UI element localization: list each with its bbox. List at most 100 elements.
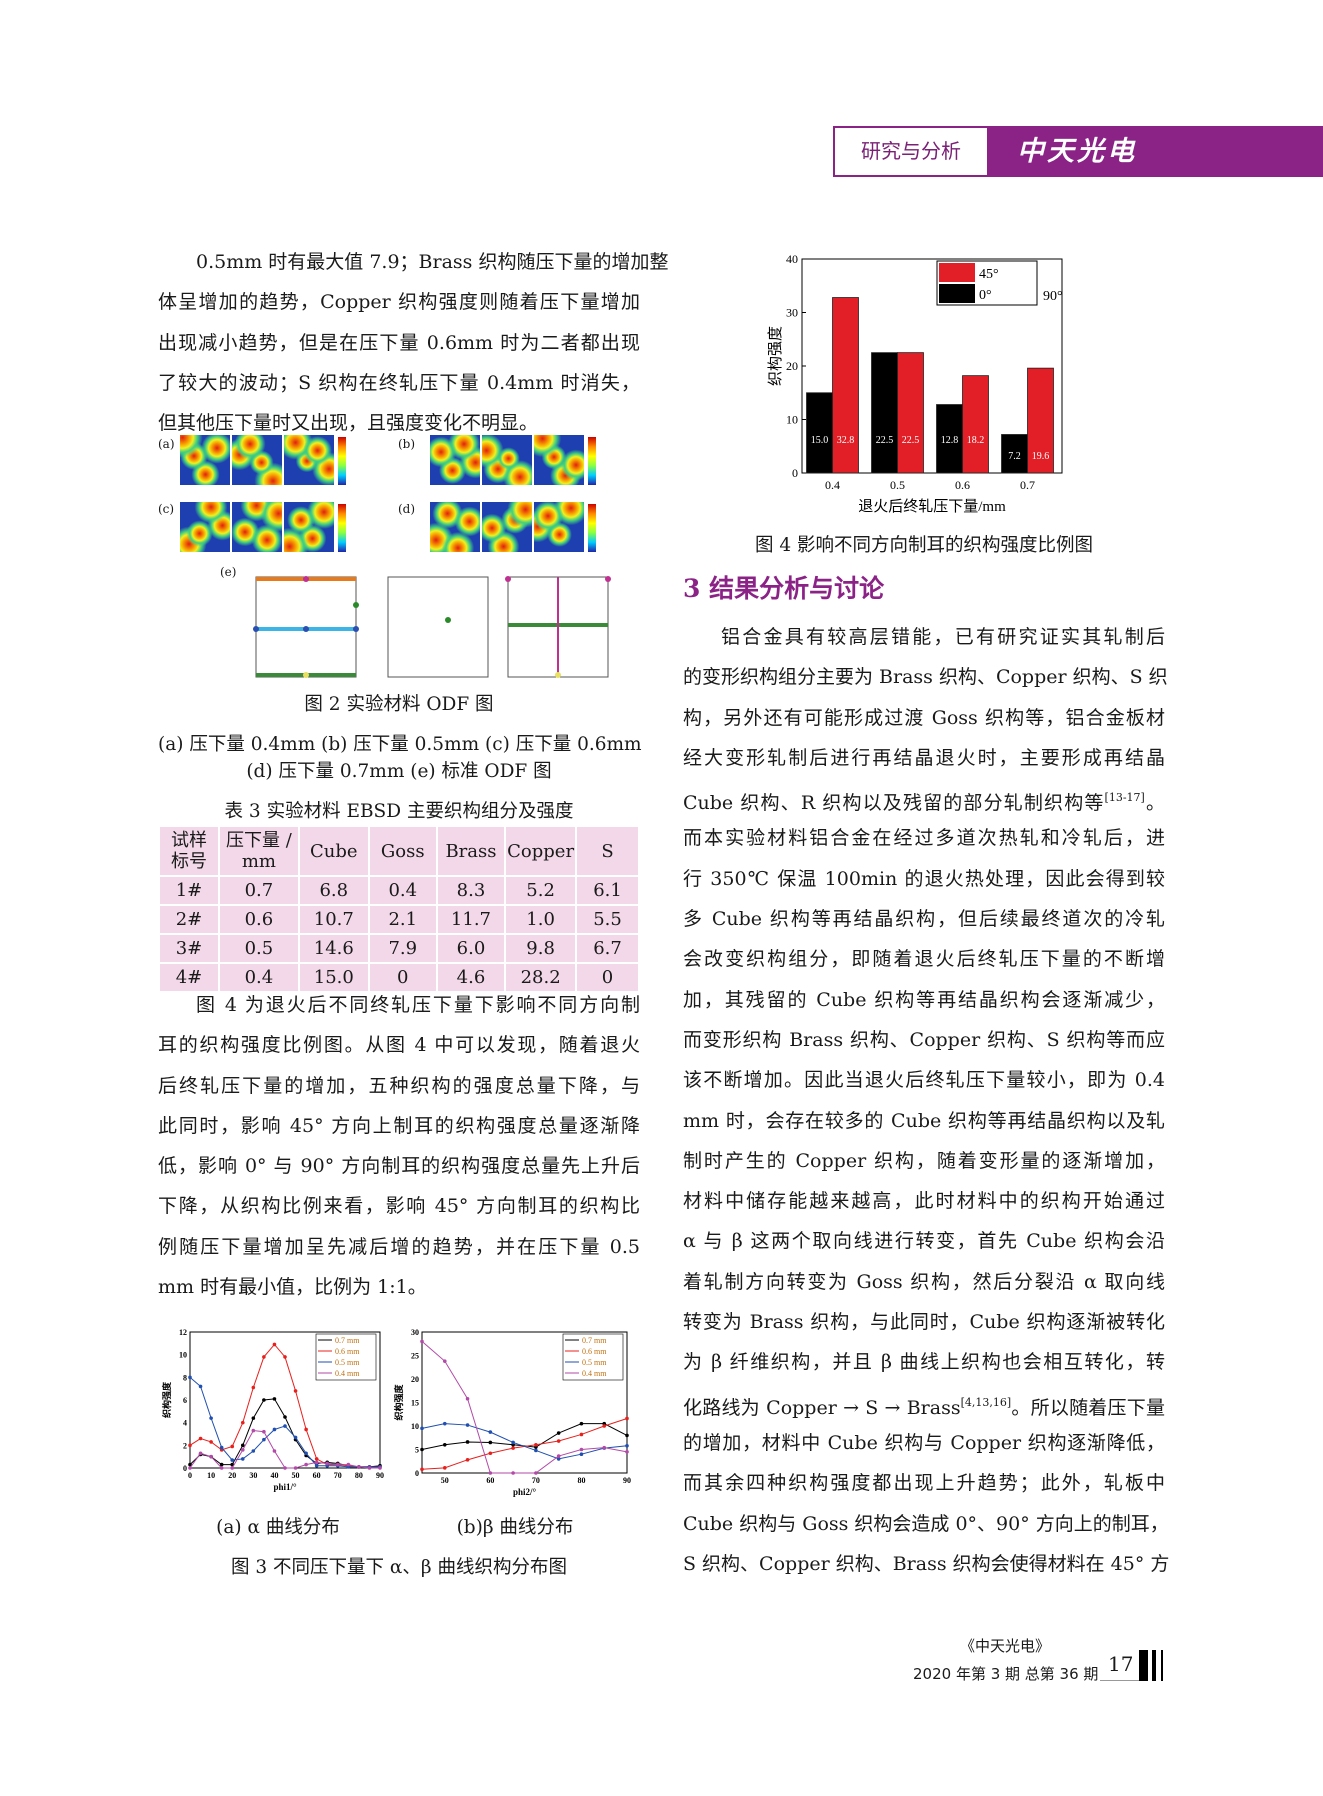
legend-swatch-0 — [939, 284, 975, 303]
legend-label-90: 90° — [1043, 289, 1063, 304]
data-point — [534, 1448, 538, 1453]
data-point — [188, 1375, 192, 1380]
colorbar — [588, 504, 596, 552]
citation: [13-17] — [1104, 791, 1145, 805]
column-header: 试样 标号 — [158, 825, 220, 877]
line-text: 的增加，材料中 Cube 织构与 Copper 织构逐渐降低， — [683, 1431, 1165, 1454]
table-cell: 14.6 — [297, 933, 370, 964]
table-cell: 6.7 — [575, 933, 640, 964]
x-tick-label: 0 — [188, 1471, 192, 1480]
odf-section-image — [430, 502, 480, 552]
series-line — [189, 1398, 381, 1468]
y-tick-label: 10 — [786, 413, 798, 427]
text-line: 的增加，材料中 Cube 织构与 Copper 织构逐渐降低， — [683, 1423, 1165, 1463]
data-point — [251, 1449, 256, 1453]
line-text: 该不断增加。因此当退火后终轧压下量较小，即为 0.4 — [683, 1069, 1165, 1092]
footer-bar-decoration — [1152, 1650, 1156, 1681]
line-text: 材料中储存能越来越高，此时材料中的织构开始通过 — [683, 1190, 1165, 1213]
y-axis-label: 织构强度 — [393, 1384, 404, 1421]
bar-45deg — [962, 375, 989, 474]
fig2-subcaption-1: (a) 压下量 0.4mm (b) 压下量 0.5mm (c) 压下量 0.6m… — [158, 734, 642, 755]
bar-data-label: 32.8 — [837, 435, 855, 446]
line-text: 耳的织构强度比例图。从图 4 中可以发现，随着退火 — [158, 1034, 640, 1057]
footer-bar-decoration — [1161, 1650, 1163, 1681]
line-text: 为 β 纤维织构，并且 β 曲线上织构也会相互转化，转 — [683, 1351, 1165, 1374]
data-point — [251, 1385, 256, 1390]
table-cell: 11.7 — [435, 904, 507, 935]
table-cell: 6.8 — [297, 875, 370, 906]
data-point — [272, 1427, 277, 1432]
x-tick-label: 30 — [249, 1471, 257, 1480]
table-cell: 4.6 — [435, 962, 507, 993]
data-point — [625, 1443, 629, 1448]
data-point — [465, 1440, 470, 1444]
y-tick-label: 4 — [183, 1419, 187, 1428]
fig3b-subcaption: (b)β 曲线分布 — [456, 1517, 574, 1538]
text-line: 着轧制方向转变为 Goss 织构，然后分裂沿 α 取向线 — [683, 1262, 1165, 1302]
odf-section-image — [284, 502, 334, 552]
x-tick-label: 0.7 — [1020, 478, 1035, 492]
table-cell: 10.7 — [297, 904, 370, 935]
data-point — [240, 1420, 245, 1425]
line-text: mm 时，会存在较多的 Cube 织构等再结晶织构以及轧 — [683, 1109, 1165, 1132]
line-text: 后终轧压下量的增加，五种织构的强度总量下降，与 — [158, 1074, 640, 1097]
data-point — [625, 1433, 629, 1438]
data-point — [283, 1415, 287, 1419]
journal-logo: 中天光电 — [987, 126, 1323, 177]
fig4-caption: 图 4 影响不同方向制耳的织构强度比例图 — [754, 535, 1094, 556]
footer-journal: 《中天光电》 — [960, 1637, 1051, 1655]
odf-section-image — [534, 502, 584, 552]
text-line: mm 时，会存在较多的 Cube 织构等再结晶织构以及轧 — [683, 1101, 1165, 1141]
data-point — [230, 1458, 235, 1462]
table3-title: 表 3 实验材料 EBSD 主要织构组分及强度 — [224, 801, 574, 822]
legend-box — [562, 1333, 624, 1381]
text-line: 经大变形轧制后进行再结晶退火时，主要形成再结晶 — [683, 738, 1165, 778]
text-line: 行 350℃ 保温 100min 的退火热处理，因此会得到较 — [683, 859, 1165, 899]
data-point — [420, 1339, 424, 1344]
line-text: 的变形织构组分主要为 Brass 织构、Copper 织构、S 织 — [683, 666, 1168, 689]
data-point — [304, 1462, 308, 1467]
bar-45deg — [832, 297, 859, 474]
odf-section-image — [482, 502, 532, 552]
data-point — [420, 1426, 424, 1431]
y-tick-label: 0 — [792, 466, 798, 480]
line-text: 。所以随着压下量 — [1011, 1396, 1165, 1419]
y-tick-label: 5 — [415, 1446, 419, 1455]
line-text: 多 Cube 织构等再结晶织构，但后续最终道次的冷轧 — [683, 908, 1165, 931]
series-line — [421, 1423, 628, 1450]
table-cell: 0 — [575, 962, 640, 993]
texture-table: 试样 标号 压下量 / mm Cube Goss Brass Copper S 1# 0.7 6… — [158, 825, 640, 993]
citation: [4,13,16] — [960, 1395, 1012, 1409]
data-point — [188, 1466, 192, 1470]
colorbar — [338, 437, 346, 485]
bar-data-label: 19.6 — [1032, 451, 1050, 462]
data-point — [230, 1444, 235, 1449]
data-point — [602, 1445, 607, 1450]
data-point — [314, 1457, 319, 1461]
y-tick-label: 0 — [183, 1464, 187, 1473]
odf-figure: (a) (b) (c) (d) (e) — [158, 435, 630, 687]
text-line: 材料中储存能越来越高，此时材料中的织构开始通过 — [683, 1181, 1165, 1221]
table-row: 3# 0.5 14.6 7.9 6.0 9.8 6.7 — [158, 933, 640, 964]
data-point — [556, 1457, 561, 1461]
data-point — [283, 1466, 287, 1470]
y-tick-label: 2 — [183, 1441, 187, 1450]
data-point — [579, 1452, 584, 1456]
data-point — [188, 1462, 192, 1467]
y-tick-label: 6 — [183, 1396, 187, 1405]
table-cell: 0.5 — [217, 933, 300, 964]
table-cell: 0.4 — [367, 875, 438, 906]
y-tick-label: 25 — [411, 1352, 419, 1361]
legend-label: 0.6 mm — [582, 1347, 607, 1356]
footer-rule — [1100, 1680, 1140, 1681]
footer-issue: 2020 年第 3 期 总第 36 期 — [913, 1665, 1099, 1683]
fig4-bar-chart: 0 10 20 30 40 0.4 15.0 32.8 0.5 22.5 22.5 0.6 12.8 18… — [767, 252, 1063, 515]
bar-0deg — [806, 392, 833, 474]
text-line: 下降，从织构比例来看，影响 45° 方向制耳的织构比 — [158, 1186, 640, 1226]
x-tick-label: 60 — [313, 1471, 321, 1480]
y-tick-label: 12 — [179, 1328, 187, 1337]
text-line: 铝合金具有较高层错能，已有研究证实其轧制后 — [683, 617, 1165, 657]
legend-label: 0.6 mm — [335, 1347, 360, 1356]
legend-label: 0.4 mm — [582, 1369, 607, 1378]
